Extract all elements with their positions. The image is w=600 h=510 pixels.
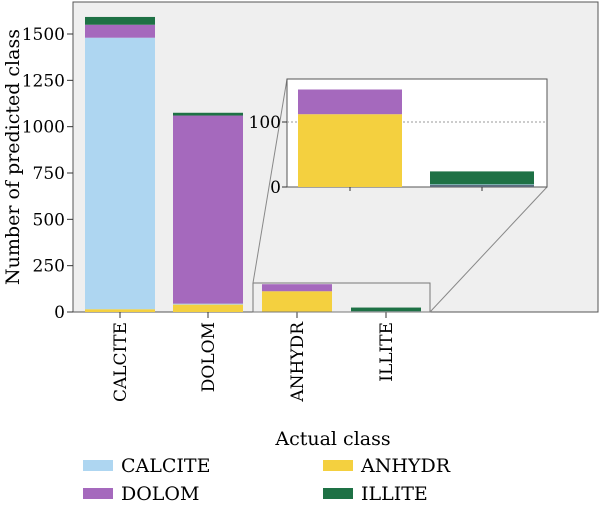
- y-tick-label: 250: [33, 257, 65, 277]
- zoom-connectors: [252, 78, 548, 313]
- x-tick-label-illite: ILLITE: [377, 322, 397, 382]
- bar-calcite-calcite: [85, 37, 155, 310]
- inset-bar-illite-baseline: [430, 185, 534, 187]
- y-tick-label: 1250: [22, 71, 65, 91]
- bar-illite-illite: [351, 307, 421, 312]
- zoom-connector-line: [252, 78, 288, 284]
- bar-calcite-dolom: [85, 24, 155, 38]
- x-tick-label-dolom: DOLOM: [199, 322, 219, 392]
- zoom-region-box: [252, 282, 431, 313]
- bar-calcite-anhydr: [85, 309, 155, 312]
- bar-anhydr-anhydr: [262, 291, 332, 312]
- inset-y-tick-label: 100: [249, 113, 281, 133]
- legend-label-anhydr: ANHYDR: [360, 455, 451, 477]
- zoom-connector-line: [429, 186, 548, 313]
- x-axis-label: Actual class: [274, 428, 390, 450]
- y-tick-label: 750: [33, 164, 65, 184]
- y-tick-label: 1000: [22, 118, 65, 138]
- bar-dolom-illite: [173, 112, 243, 116]
- x-axis: CALCITE DOLOM ANHYDR ILLITE: [111, 312, 397, 403]
- legend-swatch-illite: [323, 488, 353, 499]
- y-tick-label: 0: [54, 303, 65, 323]
- bar-anhydr-dolom: [262, 284, 332, 292]
- legend-label-calcite: CALCITE: [121, 455, 210, 477]
- bar-dolom-calcite: [173, 303, 243, 305]
- legend: CALCITE ANHYDR DOLOM ILLITE: [83, 455, 451, 505]
- y-tick-label: 1500: [22, 25, 65, 45]
- legend-swatch-dolom: [83, 488, 113, 499]
- x-tick-label-calcite: CALCITE: [111, 322, 131, 402]
- legend-swatch-anhydr: [323, 460, 353, 471]
- legend-label-illite: ILLITE: [361, 483, 428, 505]
- inset-y-tick-label: 0: [270, 178, 281, 198]
- bar-dolom-anhydr: [173, 304, 243, 312]
- y-axis-label: Number of predicted class: [2, 29, 24, 285]
- legend-swatch-calcite: [83, 460, 113, 471]
- inset-bar-illite-illite: [430, 171, 534, 185]
- bar-dolom-dolom: [173, 115, 243, 304]
- inset-chart: 0 100: [249, 78, 548, 198]
- inset-bar-anhydr-dolom: [298, 89, 402, 115]
- y-axis: 0 250 500 750 1000 1250 1500: [22, 25, 73, 323]
- inset-bar-anhydr-anhydr: [298, 114, 402, 187]
- bar-calcite-illite: [85, 16, 155, 25]
- y-tick-label: 500: [33, 210, 65, 230]
- main-bars: [85, 16, 421, 312]
- x-tick-label-anhydr: ANHYDR: [288, 321, 308, 403]
- legend-label-dolom: DOLOM: [121, 483, 199, 505]
